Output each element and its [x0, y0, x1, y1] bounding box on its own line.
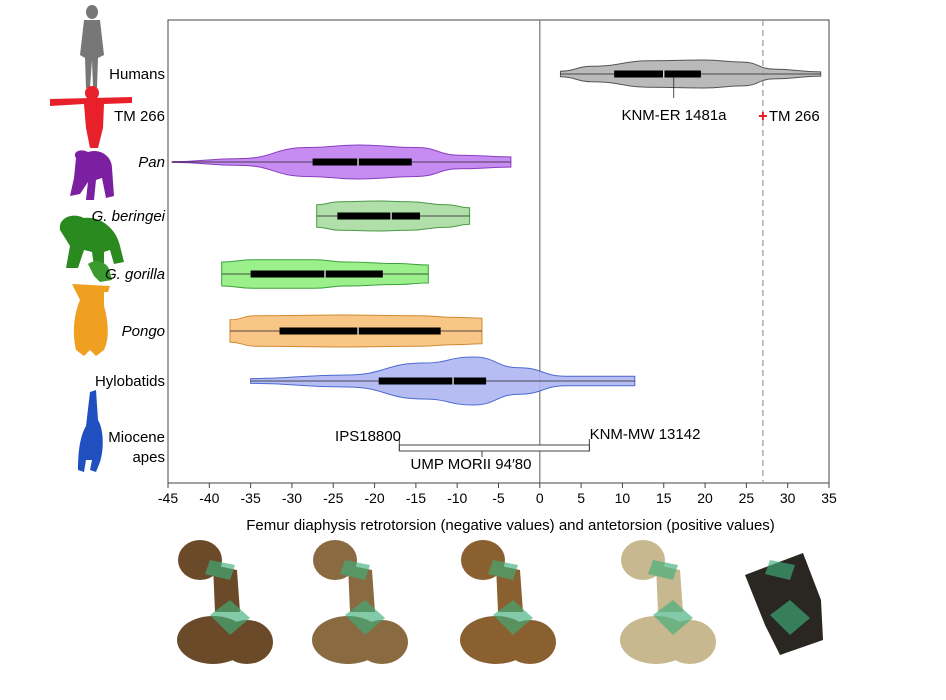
x-tick-label: -30 — [282, 490, 302, 506]
landmark-plane-lower — [210, 600, 250, 635]
x-tick-label: 20 — [697, 490, 713, 506]
landmark-plane-lower — [653, 600, 693, 635]
group-label-line: TM 266 — [114, 108, 165, 125]
x-tick-label: -35 — [241, 490, 261, 506]
violins: TM 266 — [171, 59, 822, 457]
tm266-silhouette-icon — [50, 86, 132, 148]
violin-miocene-apes — [398, 439, 590, 457]
annotation-1: IPS18800 — [335, 428, 401, 445]
x-tick-label: 30 — [780, 490, 796, 506]
group-label-pan: Pan — [138, 154, 165, 171]
landmark-plane-upper — [340, 560, 370, 580]
annotation-3: UMP MORII 94′80 — [411, 456, 532, 473]
landmark-plane-upper — [488, 560, 518, 580]
body — [88, 261, 112, 282]
x-tick-label: -5 — [492, 490, 505, 506]
iqr-box-humans — [614, 70, 701, 78]
group-label-line: Hylobatids — [95, 373, 165, 390]
iqr-box-pongo — [279, 327, 441, 335]
femur-photo-1 — [177, 540, 273, 664]
iqr-box-g-gorilla — [250, 270, 383, 278]
violin-humans — [559, 59, 822, 98]
head — [86, 5, 98, 19]
group-label-g-gorilla: G. gorilla — [105, 266, 165, 283]
group-label-pongo: Pongo — [122, 323, 165, 340]
annotation-0: KNM-ER 1481a — [621, 107, 727, 124]
landmark-plane-lower — [770, 600, 810, 635]
x-tick-label: 35 — [821, 490, 837, 506]
group-label-g-beringei: G. beringei — [92, 208, 166, 225]
body — [50, 97, 132, 148]
x-tick-label: 0 — [536, 490, 544, 506]
femur-shape — [745, 553, 823, 655]
femur-photos — [177, 540, 823, 664]
femur-photo-4 — [620, 540, 716, 664]
iqr-box-g-beringei — [337, 212, 421, 220]
point-label-tm-266: TM 266 — [769, 108, 820, 125]
x-axis: -45 -40 -35 -30 -25 -20 -15 -10 -5 0 5 10 15 20 25 30 35 — [158, 483, 837, 506]
x-tick-label: 5 — [577, 490, 585, 506]
orangutan-silhouette-icon — [72, 284, 110, 356]
group-label-line: G. gorilla — [105, 266, 165, 283]
x-tick-label: -10 — [447, 490, 467, 506]
annotation-2: KNM-MW 13142 — [590, 426, 701, 443]
species-silhouettes — [50, 5, 132, 472]
landmark-plane-upper — [648, 560, 678, 580]
violin-tm-266: TM 266 — [758, 108, 820, 125]
body — [59, 215, 124, 268]
group-label-line: Humans — [109, 66, 165, 83]
body — [78, 390, 103, 472]
group-label-miocene-apes: Miocene apes — [108, 429, 165, 466]
chimpanzee-silhouette-icon — [70, 150, 114, 200]
x-tick-label: 25 — [739, 490, 755, 506]
x-tick-label: -20 — [364, 490, 384, 506]
femur-photo-5 — [745, 553, 823, 655]
group-label-line: G. beringei — [92, 208, 166, 225]
group-label-line: Miocene — [108, 429, 165, 446]
x-tick-label: -45 — [158, 490, 178, 506]
femur-photo-3 — [460, 540, 556, 664]
human-silhouette-icon — [80, 5, 104, 88]
iqr-box-hylobatids — [378, 377, 487, 385]
watermark: 大数跨境 — [8, 677, 64, 693]
plot-frame — [167, 19, 830, 484]
body — [80, 20, 104, 88]
group-label-line: Pan — [138, 154, 165, 171]
body — [70, 150, 114, 200]
group-label-tm-266: TM 266 — [114, 108, 165, 125]
x-tick-label: 10 — [615, 490, 631, 506]
violin-g-beringei — [316, 200, 471, 232]
landmark-plane-upper — [205, 560, 235, 580]
x-tick-label: 15 — [656, 490, 672, 506]
group-label-humans: Humans — [109, 66, 165, 83]
landmark-plane-lower — [493, 600, 533, 635]
landmark-plane-lower — [345, 600, 385, 635]
specimen-range-box — [398, 444, 590, 452]
violin-pan — [171, 144, 512, 180]
mountain-gorilla-silhouette-icon — [59, 215, 124, 268]
group-label-hylobatids: Hylobatids — [95, 373, 165, 390]
iqr-box-pan — [312, 158, 412, 166]
violin-hylobatids — [250, 356, 636, 406]
group-label-line: Pongo — [122, 323, 165, 340]
femur-photo-2 — [312, 540, 408, 664]
body — [72, 284, 110, 356]
head — [85, 86, 99, 100]
violin-pongo — [229, 314, 483, 348]
x-tick-label: -40 — [199, 490, 219, 506]
group-label-line: apes — [132, 449, 165, 466]
x-tick-label: -15 — [406, 490, 426, 506]
annotations: KNM-ER 1481a IPS18800 KNM-MW 13142 UMP MORI… — [335, 107, 727, 473]
reference-lines — [539, 20, 764, 483]
x-tick-label: -25 — [323, 490, 343, 506]
group-labels: Humans TM 266 Pan G. beringei G. gorilla Pong… — [92, 66, 166, 466]
violin-g-gorilla — [221, 259, 429, 289]
gibbon-silhouette-icon — [78, 390, 103, 472]
x-axis-label: Femur diaphysis retrotorsion (negative v… — [246, 517, 775, 534]
landmark-plane-upper — [765, 560, 795, 580]
gorilla-silhouette-icon — [88, 261, 112, 282]
